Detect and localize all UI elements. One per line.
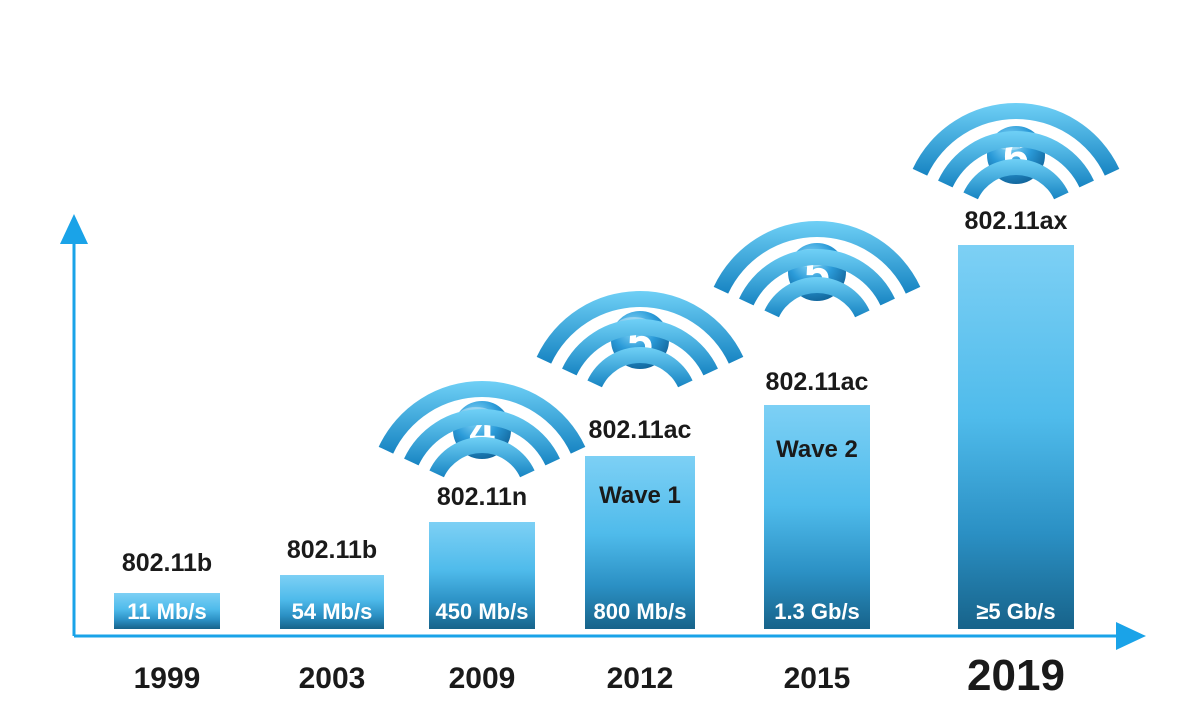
wifi-arc-2-2012: [562, 319, 718, 376]
wifi-arc-2-2015: [739, 249, 895, 306]
standard-label-2009: 802.11n: [437, 483, 527, 511]
bar-2019: [958, 245, 1074, 629]
wifi-arc-1-2009: [429, 436, 535, 478]
year-label-2009: 2009: [449, 662, 516, 695]
bar-value-label-2015: 1.3 Gb/s: [774, 599, 860, 624]
standard-label-2019: 802.11ax: [965, 207, 1068, 235]
year-label-1999: 1999: [134, 662, 201, 695]
axes: [60, 214, 1146, 650]
bar-value-label-2012: 800 Mb/s: [594, 599, 687, 624]
bar-1999: [114, 593, 220, 629]
year-label-2012: 2012: [607, 662, 674, 695]
bar-value-label-2019: ≥5 Gb/s: [976, 599, 1055, 624]
wifi-arc-3-2019: [912, 103, 1120, 176]
wifi-arc-1-2015: [764, 276, 870, 318]
standard-label-1999: 802.11b: [122, 549, 212, 577]
standard-label-2003: 802.11b: [287, 536, 377, 564]
chart-marks: 11 Mb/s 802.11b 1999 54 Mb/s 802.11b 2003 450 …: [114, 103, 1120, 700]
wifi-arc-3-2015: [713, 221, 921, 294]
bar-value-label-2009: 450 Mb/s: [436, 599, 529, 624]
bar-2015: [764, 405, 870, 629]
year-label-2003: 2003: [299, 662, 366, 695]
standard-label-2015: 802.11ac: [766, 368, 869, 396]
bar-value-label-1999: 11 Mb/s: [127, 599, 206, 624]
bar-2009: [429, 522, 535, 629]
bar-2012: [585, 456, 695, 629]
wifi-arc-3-2012: [536, 291, 744, 364]
wave-label-2015: Wave 2: [776, 436, 858, 463]
standard-label-2012: 802.11ac: [589, 416, 692, 444]
wifi-arc-3-2009: [378, 381, 586, 454]
x-axis-arrow: [1116, 622, 1146, 650]
wifi-arc-2-2009: [404, 409, 560, 466]
bar-2003: [280, 575, 384, 629]
wave-label-2012: Wave 1: [599, 482, 681, 509]
y-axis-arrow: [60, 214, 88, 244]
wifi-arc-1-2012: [587, 347, 693, 388]
bar-value-label-2003: 54 Mb/s: [292, 599, 373, 624]
year-label-2019: 2019: [967, 651, 1065, 700]
wifi-arc-1-2019: [963, 159, 1069, 200]
wifi-arc-2-2019: [938, 131, 1094, 188]
year-label-2015: 2015: [784, 662, 851, 695]
